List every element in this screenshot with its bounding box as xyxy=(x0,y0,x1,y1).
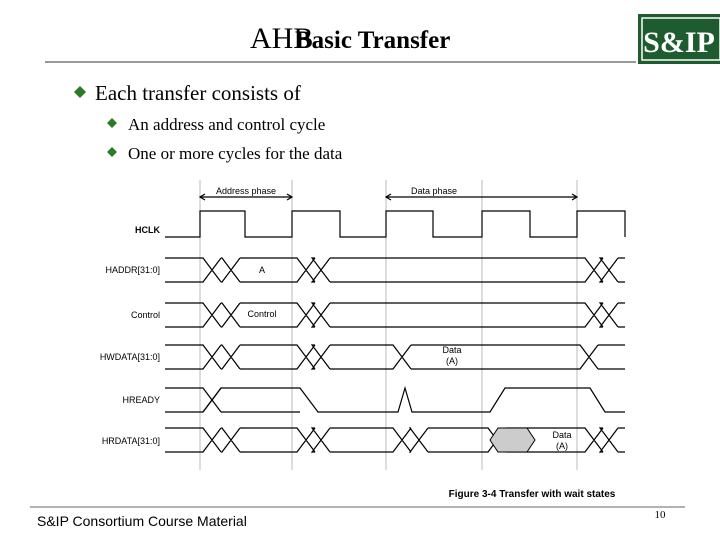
signal-label: Control xyxy=(131,310,160,320)
phase-label: Address phase xyxy=(216,186,276,196)
signal-label: HRDATA[31:0] xyxy=(102,436,160,446)
bus-wave xyxy=(165,344,625,370)
footer-text: S&IP Consortium Course Material xyxy=(37,513,247,529)
ready-wave xyxy=(165,385,625,413)
signal-label: HREADY xyxy=(122,395,160,405)
signal-label: HADDR[31:0] xyxy=(105,265,160,275)
clock-wave xyxy=(165,210,626,238)
page-number: 10 xyxy=(655,509,667,521)
annotation: A xyxy=(259,265,265,275)
bus-wave xyxy=(165,257,625,283)
annotation: (A) xyxy=(446,356,458,366)
title: Basic Transfer xyxy=(295,27,450,54)
bullet-icon xyxy=(107,118,117,128)
timing-diagram: Address phase Data phase HCLK HADDR[31:0… xyxy=(100,180,626,500)
logo-box xyxy=(638,14,720,64)
bus-shade xyxy=(489,427,536,453)
bus-wave xyxy=(165,302,625,328)
signal-label: HCLK xyxy=(135,225,160,235)
phase-arrow xyxy=(198,193,294,201)
caption: Figure 3-4 Transfer with wait states xyxy=(449,489,616,500)
phase-arrow xyxy=(384,193,579,201)
bus-wave xyxy=(165,427,625,453)
phase-label: Data phase xyxy=(411,186,457,196)
bullet-icon xyxy=(74,86,86,98)
annotation: (A) xyxy=(556,441,568,451)
ready-wave xyxy=(202,387,300,413)
signal-label: HWDATA[31:0] xyxy=(100,352,160,362)
bullet-sub: An address and control cycle xyxy=(128,115,325,134)
bullet-icon xyxy=(107,147,117,157)
annotation: Control xyxy=(247,309,276,319)
logo-frame xyxy=(641,17,720,61)
bullet-main: Each transfer consists of xyxy=(95,81,301,105)
bullet-sub: One or more cycles for the data xyxy=(128,144,343,163)
logo-text: S&IP xyxy=(643,26,715,59)
annotation: Data xyxy=(442,345,461,355)
annotation: Data xyxy=(552,430,571,440)
title-prefix: AHB xyxy=(250,22,313,55)
